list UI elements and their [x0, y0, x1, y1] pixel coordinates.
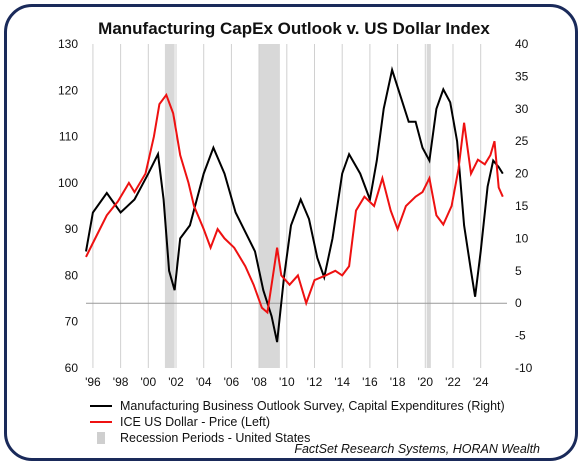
x-tick-label-5: '04: [196, 375, 212, 389]
legend-swatch-recession: [97, 432, 105, 444]
x-tick-label-10: '14: [334, 375, 350, 389]
left-tick-label-80: 80: [65, 268, 79, 282]
x-tick-label-11: '16: [362, 375, 378, 389]
recession-bar-1: [164, 44, 175, 368]
left-tick-label-70: 70: [65, 315, 79, 329]
recession-bar-3: [426, 44, 431, 368]
right-tick-label-10: 10: [515, 231, 529, 245]
right-tick-label-5: 5: [515, 264, 522, 278]
grid-layer: [92, 44, 482, 368]
right-tick-label-20: 20: [515, 167, 529, 181]
x-tick-label-13: '20: [417, 375, 433, 389]
right-tick-label-35: 35: [515, 69, 529, 83]
x-tick-label-2: '98: [113, 375, 129, 389]
x-tick-label-6: '06: [224, 375, 240, 389]
left-tick-label-100: 100: [58, 176, 78, 190]
left-tick-label-110: 110: [59, 130, 78, 144]
source-note: FactSet Research Systems, HORAN Wealth: [294, 442, 540, 456]
right-tick-label-0: 0: [515, 296, 522, 310]
legend-label-capex: Manufacturing Business Outlook Survey, C…: [120, 399, 505, 413]
legend-item-dollar: ICE US Dollar - Price (Left): [90, 414, 505, 430]
left-axis-ticks: 60 70 80 90 100 110 120 130: [58, 37, 78, 375]
right-axis-ticks: -10 -5 0 5 10 15 20 25 30 35 40: [515, 37, 533, 375]
x-axis-ticks: '96 '98 '00 '02 '04 '06 '08 '10 '12 '14 '16 '18 '20 '…: [85, 375, 489, 389]
chart-title: Manufacturing CapEx Outlook v. US Dollar…: [98, 19, 490, 38]
x-tick-label-4: '02: [168, 375, 184, 389]
legend-label-dollar: ICE US Dollar - Price (Left): [120, 415, 271, 429]
legend: Manufacturing Business Outlook Survey, C…: [90, 398, 505, 446]
left-tick-label-120: 120: [58, 83, 78, 97]
x-tick-label-9: '12: [307, 375, 323, 389]
left-tick-label-90: 90: [65, 222, 79, 236]
x-tick-label-14: '22: [445, 375, 461, 389]
right-tick-label-neg5: -5: [515, 329, 526, 343]
left-tick-label-60: 60: [65, 361, 79, 375]
right-tick-label-40: 40: [515, 37, 529, 51]
legend-label-recession: Recession Periods - United States: [120, 431, 311, 445]
x-tick-label-1: '96: [85, 375, 101, 389]
legend-swatch-dollar: [90, 421, 112, 423]
right-tick-label-neg10: -10: [515, 361, 533, 375]
x-tick-label-12: '18: [390, 375, 406, 389]
x-tick-label-8: '10: [279, 375, 295, 389]
left-tick-label-130: 130: [58, 37, 78, 51]
x-tick-label-7: '08: [251, 375, 267, 389]
recession-bar-2: [258, 44, 280, 368]
legend-swatch-capex: [90, 405, 112, 407]
x-tick-label-3: '00: [140, 375, 156, 389]
dollar-series-line: [85, 92, 504, 315]
capex-series-line: [85, 66, 504, 343]
recession-layer: [164, 44, 431, 368]
right-tick-label-25: 25: [515, 134, 529, 148]
legend-item-capex: Manufacturing Business Outlook Survey, C…: [90, 398, 505, 414]
right-tick-label-30: 30: [515, 102, 529, 116]
legend-item-recession: Recession Periods - United States: [90, 430, 505, 446]
x-tick-label-15: '24: [473, 375, 489, 389]
right-tick-label-15: 15: [515, 199, 529, 213]
